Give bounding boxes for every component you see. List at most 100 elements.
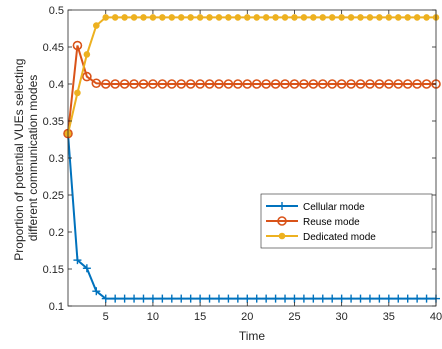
legend-entry: Dedicated mode bbox=[266, 232, 376, 243]
data-point-marker bbox=[100, 79, 111, 89]
y-tick-label: 0.45 bbox=[43, 42, 64, 54]
data-point-marker bbox=[166, 79, 177, 89]
data-point-marker bbox=[93, 22, 100, 29]
data-point-marker bbox=[262, 14, 270, 21]
data-point-marker bbox=[393, 79, 404, 89]
data-point-marker bbox=[272, 14, 279, 21]
data-point-marker bbox=[299, 79, 309, 89]
data-point-marker bbox=[225, 14, 232, 21]
data-point-marker bbox=[149, 14, 157, 21]
y-tick-label: 0.25 bbox=[43, 190, 64, 202]
data-point-marker bbox=[281, 14, 289, 21]
y-tick-label: 0.5 bbox=[49, 5, 64, 17]
data-point-marker bbox=[357, 14, 364, 21]
x-axis-title: Time bbox=[239, 329, 266, 343]
y-axis-title: Proportion of potential VUEs selecting d… bbox=[12, 55, 40, 260]
legend-entry: Cellular mode bbox=[266, 202, 365, 213]
data-point-marker bbox=[130, 14, 138, 21]
y-tick-label: 0.35 bbox=[43, 116, 64, 128]
data-point-marker bbox=[168, 14, 176, 21]
y-axis-title-line-1: Proportion of potential VUEs selecting bbox=[12, 59, 26, 261]
legend-label: Dedicated mode bbox=[303, 232, 376, 243]
data-point-marker bbox=[177, 14, 185, 21]
data-point-marker bbox=[280, 79, 290, 89]
data-point-marker bbox=[82, 71, 92, 82]
data-point-marker bbox=[277, 216, 287, 226]
data-point-marker bbox=[394, 14, 402, 21]
data-point-marker bbox=[102, 14, 110, 21]
data-point-marker bbox=[243, 14, 251, 21]
plot-area bbox=[68, 10, 436, 306]
data-point-marker bbox=[91, 78, 102, 89]
data-point-marker bbox=[148, 79, 158, 89]
data-point-marker bbox=[365, 79, 375, 89]
data-point-marker bbox=[404, 14, 411, 21]
data-point-marker bbox=[261, 79, 271, 89]
data-point-marker bbox=[355, 79, 366, 89]
legend: Cellular mode Reuse mode Dedicated mode bbox=[260, 193, 433, 249]
x-tick-label: 35 bbox=[383, 311, 395, 323]
data-point-marker bbox=[204, 79, 215, 89]
data-point-marker bbox=[421, 79, 432, 89]
legend-entry: Reuse mode bbox=[266, 216, 360, 228]
y-tick-label: 0.4 bbox=[49, 79, 64, 91]
y-tick-label: 0.15 bbox=[43, 264, 64, 276]
data-point-marker bbox=[234, 14, 242, 21]
data-point-marker bbox=[196, 14, 204, 21]
x-tick-label: 10 bbox=[147, 311, 159, 323]
data-point-marker bbox=[402, 79, 413, 89]
series-cellular-mode bbox=[64, 129, 440, 303]
data-point-marker bbox=[385, 14, 393, 21]
data-point-marker bbox=[366, 14, 374, 21]
data-point-marker bbox=[338, 14, 345, 21]
data-point-marker bbox=[412, 79, 422, 89]
x-tick-label: 20 bbox=[241, 311, 253, 323]
data-point-marker bbox=[376, 14, 383, 21]
data-point-marker bbox=[187, 14, 194, 21]
data-point-marker bbox=[347, 14, 355, 21]
data-point-marker bbox=[336, 79, 347, 89]
series-layer bbox=[63, 14, 441, 303]
ticks-layer: 5 10 15 20 25 30 35 40 0.1 0.15 0.2 0.25 0.3 0.35 0.4 0… bbox=[43, 5, 442, 323]
data-point-marker bbox=[423, 14, 430, 21]
data-point-marker bbox=[119, 79, 130, 89]
data-point-marker bbox=[300, 14, 308, 21]
data-point-marker bbox=[291, 14, 298, 21]
data-point-marker bbox=[129, 79, 139, 89]
x-tick-label: 15 bbox=[194, 311, 206, 323]
data-point-marker bbox=[242, 79, 253, 89]
data-point-marker bbox=[317, 79, 328, 89]
x-tick-label: 25 bbox=[288, 311, 300, 323]
y-tick-label: 0.1 bbox=[49, 301, 64, 313]
data-point-marker bbox=[308, 79, 319, 89]
data-point-marker bbox=[384, 79, 394, 89]
data-point-marker bbox=[214, 79, 224, 89]
data-point-marker bbox=[327, 79, 338, 89]
data-point-marker bbox=[270, 79, 281, 89]
y-tick-label: 0.3 bbox=[49, 153, 64, 165]
data-point-marker bbox=[83, 51, 91, 58]
series-reuse-mode bbox=[63, 40, 441, 139]
data-point-marker bbox=[206, 14, 213, 21]
data-point-marker bbox=[251, 79, 262, 89]
data-point-marker bbox=[346, 79, 356, 89]
data-point-marker bbox=[233, 79, 243, 89]
data-point-marker bbox=[176, 79, 187, 89]
legend-label: Reuse mode bbox=[303, 217, 360, 228]
series-line bbox=[67, 16, 436, 134]
data-point-marker bbox=[223, 79, 234, 89]
series-line bbox=[67, 133, 436, 300]
data-point-marker bbox=[310, 14, 317, 21]
data-point-marker bbox=[289, 79, 300, 89]
y-axis-title-line-2: different communication modes bbox=[26, 75, 40, 242]
data-point-marker bbox=[72, 40, 83, 51]
legend-label: Cellular mode bbox=[303, 202, 365, 213]
data-point-marker bbox=[185, 79, 196, 89]
data-point-marker bbox=[74, 89, 81, 97]
data-point-marker bbox=[140, 14, 147, 21]
data-point-marker bbox=[253, 14, 261, 21]
x-tick-label: 30 bbox=[336, 311, 348, 323]
data-point-marker bbox=[215, 14, 223, 21]
data-point-marker bbox=[413, 14, 421, 21]
